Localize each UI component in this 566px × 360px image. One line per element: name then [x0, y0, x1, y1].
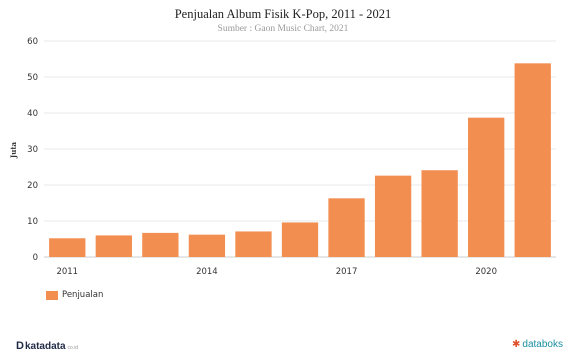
bar-2013 [142, 232, 179, 257]
x-tick-label-2017: 2017 [336, 267, 358, 277]
katadata-logo-mark: D [16, 340, 24, 352]
bar-2020 [468, 117, 505, 258]
y-tick-label-10: 10 [27, 217, 38, 227]
databoks-logo-text: databoks [522, 339, 563, 350]
bars [49, 63, 551, 258]
y-axis-label: Juta [9, 141, 18, 159]
katadata-logo: D katadata co.id [16, 340, 78, 352]
x-tick-label-2011: 2011 [56, 267, 78, 277]
legend[interactable]: Penjualan [46, 290, 103, 300]
x-axis: 2011 2014 2017 2020 [56, 267, 497, 277]
bar-2014 [188, 234, 226, 257]
y-tick-label-30: 30 [27, 145, 38, 155]
bar-2021 [514, 63, 551, 257]
y-axis: 0 10 20 30 40 50 60 [27, 37, 38, 263]
bar-2017 [328, 198, 365, 257]
bar-2019 [421, 170, 458, 257]
databoks-icon: ✱ [512, 339, 521, 350]
bar-2011 [49, 238, 86, 257]
y-tick-label-40: 40 [27, 109, 38, 119]
bar-2018 [374, 175, 412, 257]
chart-subtitle: Sumber : Gaon Music Chart, 2021 [218, 24, 349, 34]
y-tick-label-50: 50 [27, 73, 38, 83]
bar-2015 [235, 231, 272, 257]
legend-label-penjualan: Penjualan [62, 290, 104, 300]
y-tick-label-60: 60 [27, 37, 38, 47]
y-tick-label-0: 0 [33, 253, 38, 263]
bar-2016 [281, 222, 319, 257]
x-tick-label-2014: 2014 [196, 267, 218, 277]
chart-title: Penjualan Album Fisik K-Pop, 2011 - 2021 [175, 7, 392, 21]
katadata-logo-text: katadata [24, 341, 66, 352]
y-tick-label-20: 20 [27, 181, 38, 191]
databoks-logo: ✱ databoks [512, 339, 563, 350]
legend-swatch [46, 290, 58, 300]
bar-2012 [95, 235, 132, 257]
katadata-logo-suffix: co.id [67, 345, 79, 351]
x-tick-label-2020: 2020 [475, 267, 497, 277]
